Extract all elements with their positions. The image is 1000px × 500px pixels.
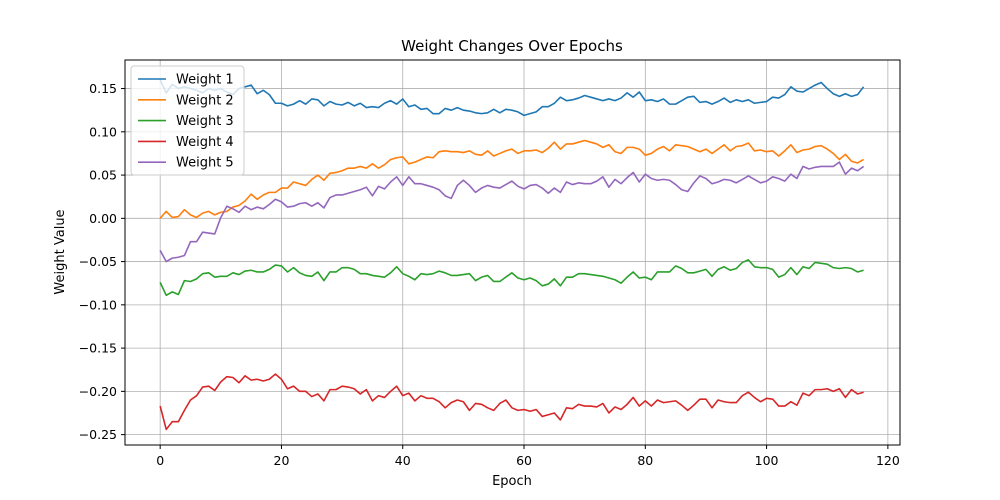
y-tick-label: −0.25 [79,427,117,442]
x-tick-label: 100 [755,453,779,468]
series-line-weight-2 [159,139,865,219]
grid-lines [125,60,900,445]
y-tick-label: 0.00 [89,211,117,226]
x-tick-label: 20 [274,453,290,468]
series-line-weight-5 [159,161,865,263]
series-line-weight-4 [159,373,864,431]
legend-box [130,65,245,176]
y-tick-label: −0.10 [79,297,117,312]
legend-label: Weight 3 [176,114,234,129]
series-line-weight-1 [159,79,865,117]
y-tick-label: 0.05 [89,168,117,183]
legend-label: Weight 2 [176,93,234,108]
y-tick-label: −0.15 [79,341,117,356]
y-tick-label: 0.15 [89,81,117,96]
series-line-weight-3 [159,259,864,297]
y-axis-label: Weight Value [53,209,68,294]
x-tick-label: 80 [637,453,653,468]
y-axis-ticks: −0.25 −0.20 −0.15 −0.10 −0.05 0.00 0.05 0.10 0.1… [79,81,125,442]
x-tick-label: 60 [516,453,532,468]
plot-frame [124,59,901,446]
x-tick-label: 120 [876,453,900,468]
x-tick-label: 0 [156,453,164,468]
x-axis-label: Epoch [492,474,532,489]
legend-label: Weight 1 [176,73,234,88]
series-lines [159,79,865,431]
y-tick-label: 0.10 [89,124,117,139]
legend-label: Weight 4 [176,135,234,150]
y-tick-label: −0.20 [79,384,117,399]
chart-title: Weight Changes Over Epochs [401,37,623,55]
legend-label: Weight 5 [176,156,234,171]
y-tick-label: −0.05 [79,254,117,269]
x-tick-label: 40 [395,453,411,468]
x-axis-ticks: 0 20 40 60 80 100 120 [156,445,900,468]
legend: Weight 1 Weight 2 Weight 3 Weight 4 Weight 5 [130,65,245,176]
